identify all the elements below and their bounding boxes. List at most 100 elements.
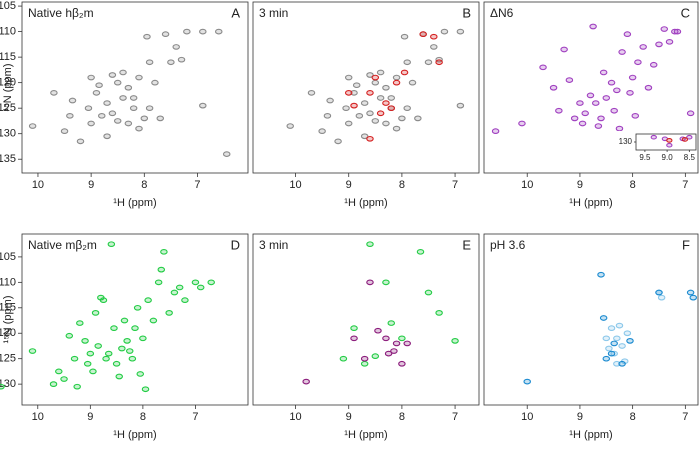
- x-tick-label: 7: [682, 411, 688, 423]
- peak: [98, 112, 106, 119]
- peak: [594, 123, 603, 129]
- peak: [549, 84, 558, 91]
- peak: [615, 125, 624, 132]
- peak: [390, 348, 398, 354]
- peak: [91, 310, 100, 316]
- x-tick-label: 8: [630, 411, 636, 423]
- peak: [673, 28, 682, 35]
- peak: [191, 279, 200, 286]
- peak: [634, 59, 642, 66]
- peak: [398, 115, 406, 122]
- peak: [424, 289, 433, 296]
- peak: [607, 350, 616, 357]
- x-tick-label: 9: [577, 179, 583, 191]
- peak: [491, 128, 500, 134]
- peak: [302, 378, 310, 385]
- peak: [655, 289, 663, 296]
- peak: [129, 105, 138, 112]
- peak: [66, 112, 74, 119]
- peak: [639, 44, 647, 50]
- peak: [613, 335, 621, 342]
- peak: [570, 115, 579, 122]
- peak: [398, 335, 406, 342]
- panel-label: B: [462, 5, 471, 20]
- y-axis-label: ¹⁵N (ppm): [2, 296, 14, 344]
- peak: [68, 97, 77, 104]
- peak: [113, 79, 122, 86]
- peak: [615, 322, 624, 329]
- peak: [355, 112, 364, 119]
- peak: [119, 69, 127, 76]
- peak: [65, 332, 74, 339]
- peak: [371, 118, 380, 124]
- plot-frame: [252, 1, 480, 174]
- peak: [371, 353, 380, 359]
- peak: [400, 33, 409, 40]
- y-tick-label: 120: [0, 327, 16, 339]
- peak: [591, 100, 600, 106]
- peak: [387, 105, 396, 112]
- x-axis-label: ¹H (ppm): [344, 429, 387, 441]
- peak: [140, 115, 149, 122]
- peak: [681, 137, 689, 142]
- y-axis-label: ¹⁵N (ppm): [2, 64, 14, 112]
- peak: [371, 74, 380, 81]
- peak: [84, 105, 93, 112]
- peak: [199, 102, 207, 109]
- peak: [456, 102, 465, 109]
- x-tick-label: 9: [88, 179, 94, 191]
- peak: [387, 95, 396, 101]
- peak: [160, 248, 168, 255]
- peak: [602, 335, 611, 342]
- peak: [124, 120, 133, 127]
- peak: [108, 72, 117, 78]
- peak: [28, 123, 37, 129]
- x-tick-label: 10: [32, 411, 44, 423]
- peak: [334, 138, 342, 145]
- peak: [318, 128, 326, 134]
- peak: [70, 355, 79, 362]
- peak: [129, 95, 138, 101]
- x-tick-label: 8: [140, 411, 146, 423]
- peak: [628, 74, 637, 81]
- peak: [382, 84, 390, 91]
- x-tick-label: 8: [399, 179, 405, 191]
- peak: [86, 350, 95, 357]
- peak: [360, 100, 369, 106]
- peak: [76, 320, 84, 326]
- peak: [119, 95, 127, 101]
- peak: [49, 381, 58, 387]
- peak: [113, 118, 122, 124]
- peak: [366, 72, 374, 78]
- peak: [618, 343, 626, 349]
- peak: [112, 360, 121, 367]
- peak: [350, 90, 358, 96]
- peak: [384, 350, 393, 357]
- peak: [128, 355, 137, 362]
- x-tick-label: 8: [399, 411, 405, 423]
- peak: [124, 84, 133, 91]
- peak: [686, 134, 693, 140]
- peak: [107, 241, 116, 248]
- peak: [366, 241, 374, 248]
- peak: [602, 95, 611, 101]
- peak: [403, 59, 411, 66]
- peak: [392, 74, 401, 81]
- peak: [430, 33, 438, 40]
- x-axis-label: ¹H (ppm): [113, 429, 156, 441]
- y-tick-label: 110: [0, 276, 16, 288]
- peak: [657, 294, 666, 301]
- peak: [408, 79, 417, 86]
- peak: [644, 84, 653, 91]
- peak: [435, 59, 443, 66]
- peak: [576, 100, 584, 106]
- y-tick-label: 115: [0, 51, 16, 63]
- peak: [618, 360, 626, 367]
- peak: [131, 325, 139, 332]
- x-axis-label: ¹H (ppm): [569, 197, 612, 209]
- peak: [323, 112, 332, 119]
- peak: [55, 368, 63, 375]
- peak: [555, 107, 563, 114]
- x-tick-label: 10: [521, 179, 533, 191]
- peak: [518, 120, 526, 127]
